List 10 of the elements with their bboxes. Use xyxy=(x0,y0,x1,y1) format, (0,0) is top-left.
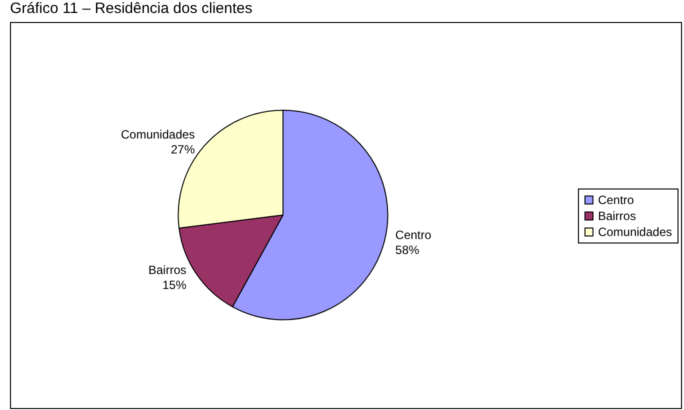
chart-title: Gráfico 11 – Residência dos clientes xyxy=(10,0,252,17)
slice-label: Comunidades xyxy=(120,127,195,142)
slice-label: Bairros xyxy=(148,262,186,277)
slice-label: Centro xyxy=(395,228,432,242)
data-label: 27% xyxy=(170,142,196,156)
data-label: 15% xyxy=(162,278,187,292)
legend-label: Comunidades xyxy=(598,225,672,239)
data-label: 58% xyxy=(395,243,420,258)
legend-label: Bairros xyxy=(598,209,636,223)
legend-label: Centro xyxy=(598,193,634,207)
